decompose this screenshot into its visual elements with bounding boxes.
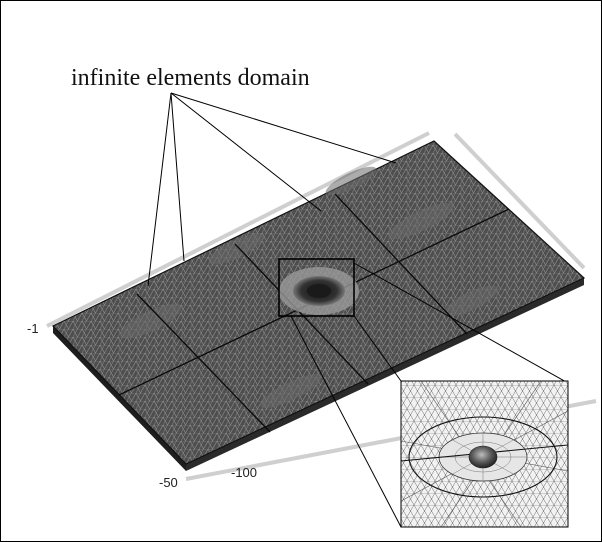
refined-center [279, 267, 359, 315]
zoom-box [278, 258, 355, 317]
annotation-leader-lines [147, 92, 397, 287]
slab-sides [53, 278, 584, 471]
axis-tick-minus50: -50 [159, 475, 178, 490]
axis-tick-minus100: -100 [231, 465, 258, 480]
zoom-leader-lines [290, 262, 569, 528]
axis-tick-left: -1 [27, 321, 39, 336]
mesh-inset [400, 380, 569, 528]
mesh-texture-patches [120, 166, 499, 408]
annotation-label: infinite elements domain [71, 65, 310, 91]
